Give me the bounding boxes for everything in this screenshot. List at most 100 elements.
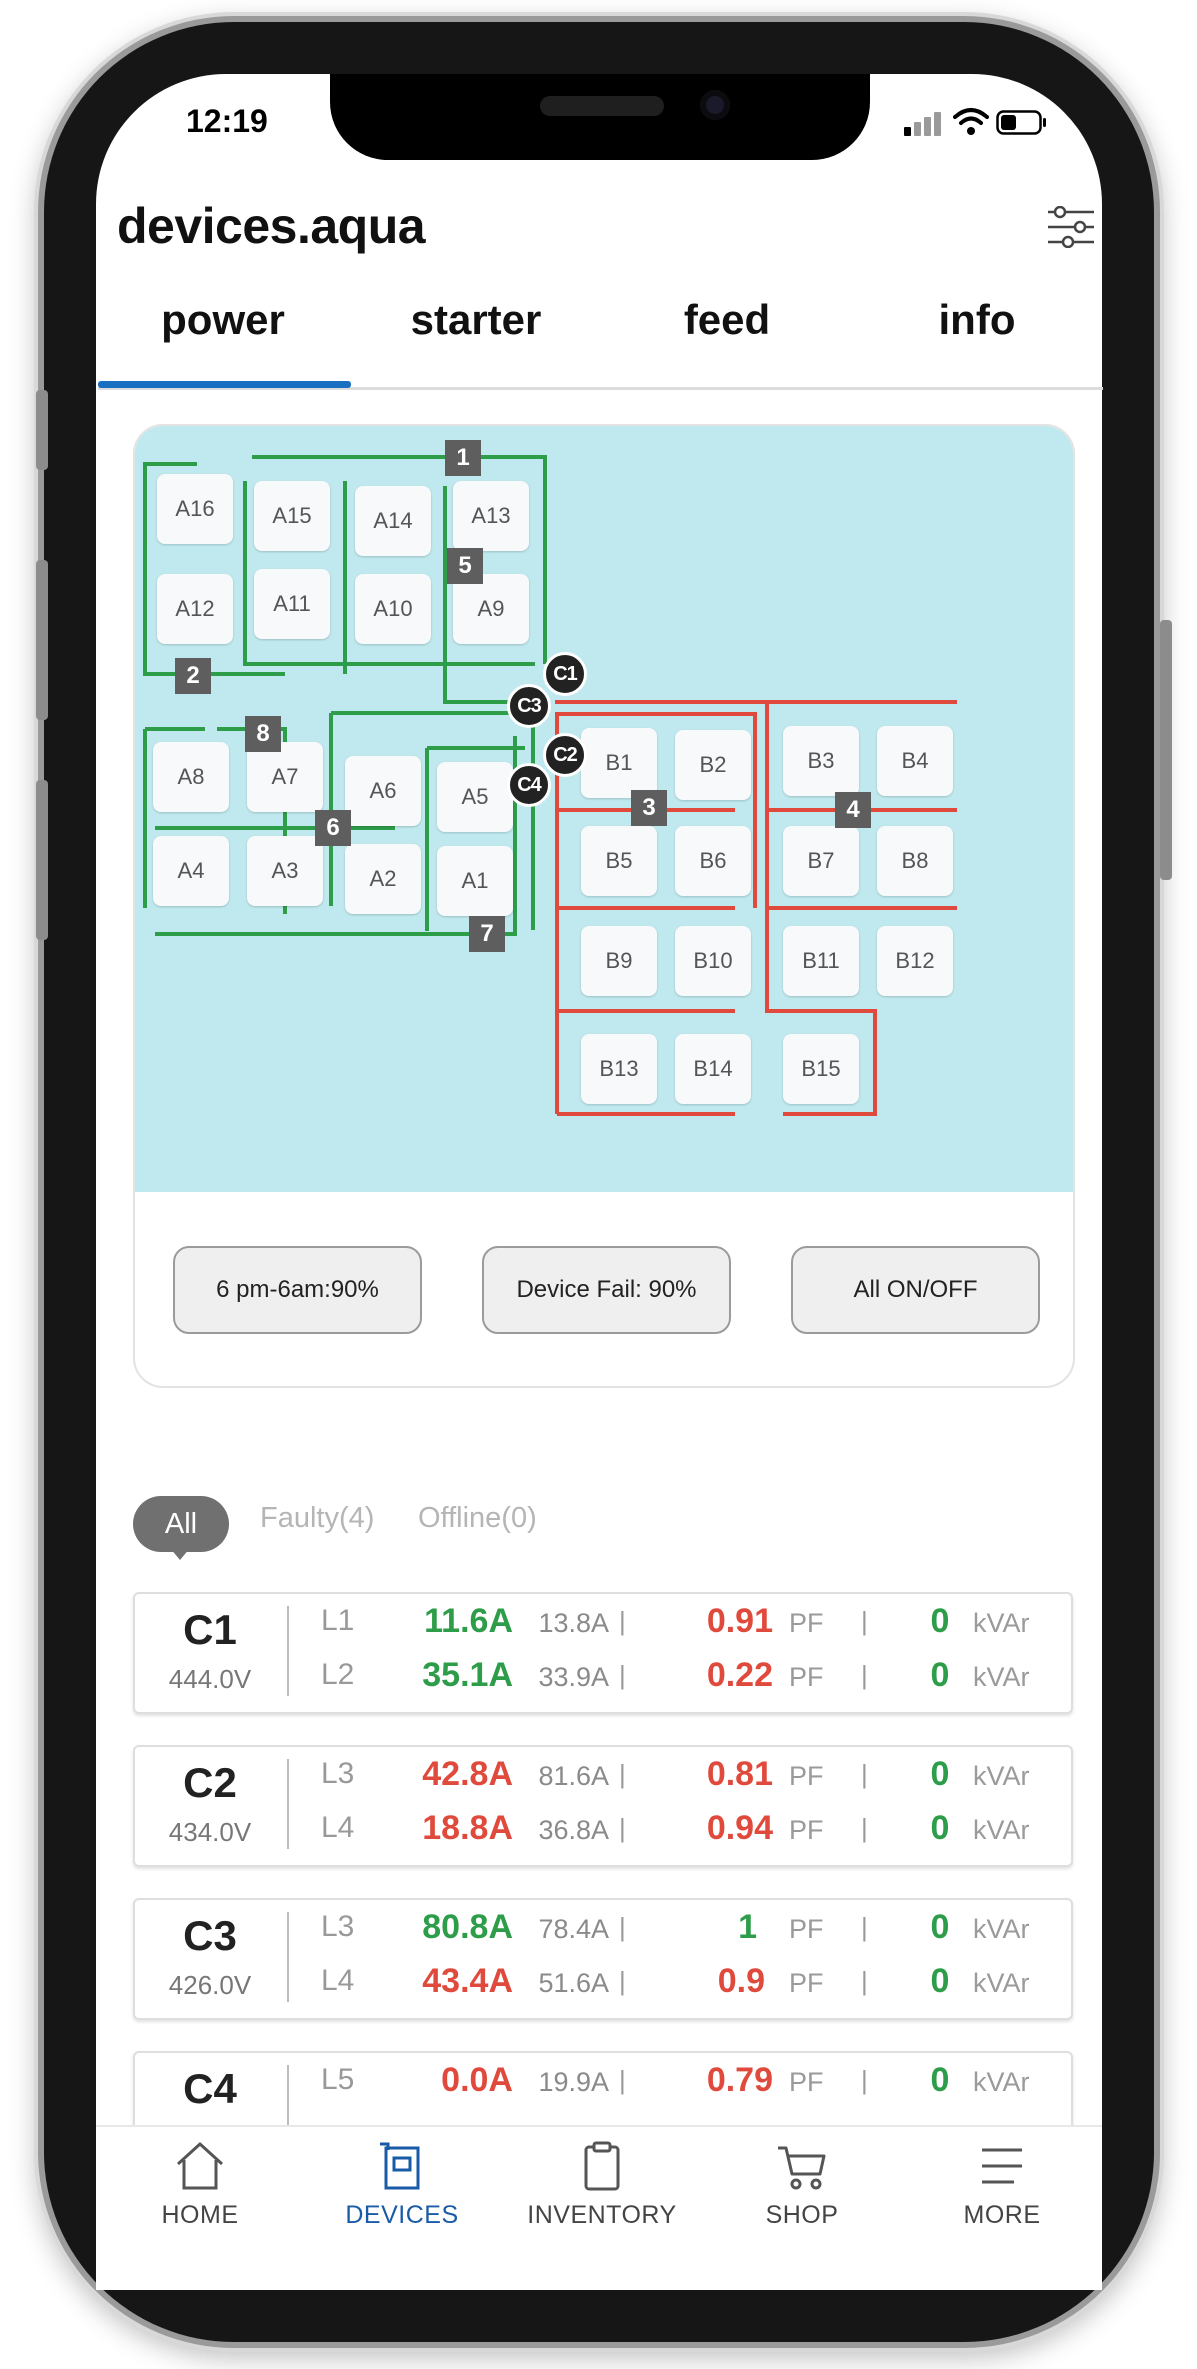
filter-all-chip[interactable]: All — [133, 1496, 229, 1552]
zone-marker[interactable]: 2 — [175, 658, 211, 694]
nav-inventory-label: INVENTORY — [527, 2201, 677, 2229]
controller-marker[interactable]: C3 — [507, 684, 551, 728]
wifi-icon — [953, 108, 989, 135]
device-cell[interactable]: B1 — [581, 728, 657, 798]
pf-unit: PF — [789, 1968, 824, 1998]
tab-power[interactable]: power — [161, 296, 285, 343]
filter-offline[interactable]: Offline(0) — [418, 1502, 537, 1534]
controller-name: C1 — [183, 1606, 237, 1653]
device-cell[interactable]: A4 — [153, 836, 229, 906]
zone-marker[interactable]: 8 — [245, 716, 281, 752]
tab-starter[interactable]: starter — [410, 296, 542, 343]
zone-marker[interactable]: 6 — [315, 810, 351, 846]
device-cell[interactable]: A16 — [157, 474, 233, 544]
zone-marker[interactable]: 5 — [447, 548, 483, 584]
kvar-value: 0 — [930, 1602, 950, 1640]
device-cell[interactable]: A5 — [437, 762, 513, 832]
line-label: L1 — [321, 1604, 355, 1637]
line-rated-current: 78.4A — [538, 1914, 609, 1944]
filter-faulty[interactable]: Faulty(4) — [260, 1502, 375, 1534]
divider: | — [861, 1912, 868, 1942]
controller-voltage: 444.0V — [168, 1664, 252, 1694]
filter-chip-pointer — [170, 1548, 190, 1560]
cart-icon — [778, 2146, 826, 2190]
pf-unit: PF — [789, 1914, 824, 1944]
device-cell[interactable]: B4 — [877, 726, 953, 796]
clipboard-icon — [584, 2141, 620, 2191]
controller-card[interactable]: C2 434.0V L3 42.8A 81.6A | 0.81 PF | 0 k… — [133, 1745, 1073, 1867]
line-rated-current: 81.6A — [538, 1761, 609, 1791]
pf-unit: PF — [789, 1662, 824, 1692]
controller-marker[interactable]: C4 — [507, 763, 551, 807]
tab-divider — [98, 387, 1103, 390]
nav-shop[interactable]: SHOP — [702, 2140, 902, 2230]
device-cell[interactable]: A6 — [345, 756, 421, 826]
power-factor: 0.81 — [706, 1755, 773, 1793]
pf-unit: PF — [789, 1608, 824, 1638]
device-cell[interactable]: A10 — [355, 574, 431, 644]
device-cell[interactable]: B5 — [581, 826, 657, 896]
tab-feed[interactable]: feed — [683, 296, 771, 343]
device-cell[interactable]: B6 — [675, 826, 751, 896]
controller-name: C3 — [183, 1912, 237, 1959]
app-title: devices.aqua — [117, 198, 426, 254]
device-cell[interactable]: A3 — [247, 836, 323, 906]
controller-card[interactable]: C3 426.0V L3 80.8A 78.4A | 1 PF | 0 kVAr… — [133, 1898, 1073, 2020]
nav-inventory[interactable]: INVENTORY — [502, 2140, 702, 2230]
device-cell[interactable]: B9 — [581, 926, 657, 996]
device-cell[interactable]: A2 — [345, 844, 421, 914]
divider: | — [861, 1966, 868, 1996]
device-cell[interactable]: B12 — [877, 926, 953, 996]
device-cell[interactable]: A13 — [453, 481, 529, 551]
divider: | — [619, 1966, 626, 1996]
controller-marker[interactable]: C1 — [543, 652, 587, 696]
device-cell[interactable]: B15 — [783, 1034, 859, 1104]
device-cell[interactable]: B2 — [675, 730, 751, 800]
device-cell[interactable]: B13 — [581, 1034, 657, 1104]
device-cell[interactable]: B3 — [783, 726, 859, 796]
tab-info[interactable]: info — [938, 296, 1016, 343]
device-cell[interactable]: A7 — [247, 742, 323, 812]
wiring-diagram — [143, 455, 957, 1116]
line-label: L5 — [321, 2063, 355, 2096]
power-button — [1160, 620, 1172, 880]
power-factor: 0.9 — [717, 1962, 765, 2000]
device-cell[interactable]: A8 — [153, 742, 229, 812]
device-cell[interactable]: A9 — [453, 574, 529, 644]
menu-icon — [982, 2148, 1022, 2184]
kvar-unit: kVAr — [973, 1914, 1030, 1944]
nav-devices[interactable]: DEVICES — [302, 2140, 502, 2230]
device-cell[interactable]: B7 — [783, 826, 859, 896]
line-current: 11.6A — [424, 1602, 513, 1640]
schedule-button[interactable]: 6 pm-6am:90% — [173, 1246, 422, 1334]
nav-more[interactable]: MORE — [902, 2140, 1102, 2230]
zone-marker[interactable]: 4 — [835, 792, 871, 828]
device-cell[interactable]: B11 — [783, 926, 859, 996]
zone-marker[interactable]: 1 — [445, 440, 481, 476]
line-current: 42.8A — [422, 1755, 513, 1793]
divider — [287, 2065, 289, 2155]
line-label: L2 — [321, 1658, 355, 1691]
device-cell[interactable]: A12 — [157, 574, 233, 644]
divider: | — [619, 1660, 626, 1690]
zone-marker[interactable]: 3 — [631, 790, 667, 826]
controller-card[interactable]: C1 444.0V L1 11.6A 13.8A | 0.91 PF | 0 k… — [133, 1592, 1073, 1714]
nav-home[interactable]: HOME — [100, 2140, 300, 2230]
device-cell[interactable]: A14 — [355, 486, 431, 556]
device-cell[interactable]: A15 — [254, 481, 330, 551]
divider: | — [619, 2065, 626, 2095]
kvar-unit: kVAr — [973, 1662, 1030, 1692]
settings-sliders-icon[interactable] — [1046, 206, 1096, 248]
pond-map: A16 A15 A14 A13 A12 A11 A10 A9 A8 A7 A6 … — [135, 426, 1073, 1192]
zone-marker[interactable]: 7 — [469, 916, 505, 952]
all-on-off-button[interactable]: All ON/OFF — [791, 1246, 1040, 1334]
device-cell[interactable]: B14 — [675, 1034, 751, 1104]
earpiece-speaker — [540, 96, 664, 116]
controller-marker[interactable]: C2 — [543, 733, 587, 777]
device-cell[interactable]: B8 — [877, 826, 953, 896]
volume-down-button — [36, 780, 48, 940]
device-cell[interactable]: A11 — [254, 569, 330, 639]
device-cell[interactable]: B10 — [675, 926, 751, 996]
device-cell[interactable]: A1 — [437, 846, 513, 916]
device-fail-button[interactable]: Device Fail: 90% — [482, 1246, 731, 1334]
